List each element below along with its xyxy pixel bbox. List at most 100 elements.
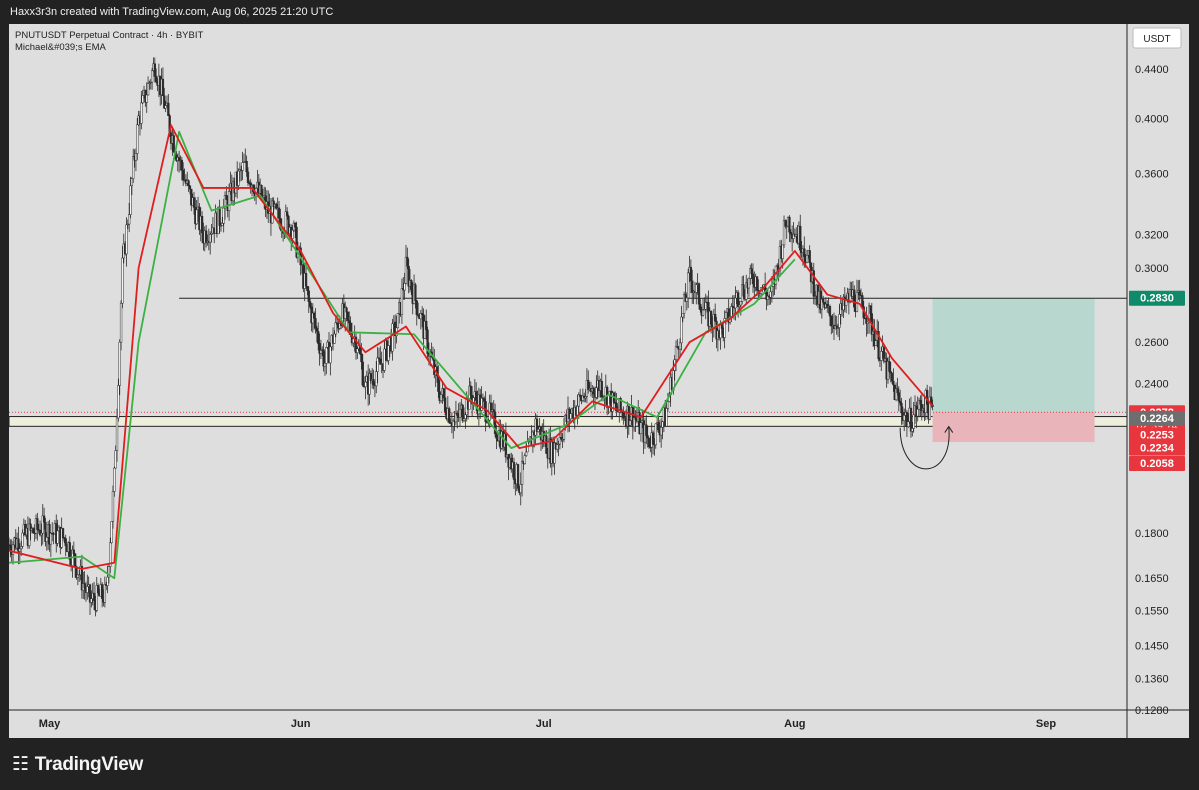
candle-630 (858, 279, 861, 302)
price-tag[interactable]: 0.2264 (1129, 410, 1185, 426)
price-tag[interactable]: 0.2253 (1129, 427, 1185, 443)
candle-404 (553, 436, 556, 475)
candle-329 (452, 418, 455, 439)
y-tick-label: 0.1360 (1135, 674, 1169, 686)
candle-229 (317, 322, 320, 351)
candle-66 (96, 583, 100, 596)
candle-250 (345, 306, 348, 322)
price-tag-value: 0.2264 (1140, 413, 1175, 425)
candle-515 (703, 297, 706, 311)
y-tick-label: 0.2400 (1135, 379, 1169, 391)
candle-227 (314, 308, 317, 334)
candle-565 (770, 275, 774, 303)
candle-288 (396, 313, 400, 329)
candle-374 (512, 457, 516, 489)
candle-655 (892, 368, 895, 392)
candle-114 (161, 67, 165, 96)
candle-676 (920, 392, 923, 421)
candle-65 (95, 576, 98, 613)
price-tag-value: 0.2234 (1140, 443, 1175, 455)
candle-293 (403, 272, 406, 300)
candle-661 (900, 397, 903, 425)
candle-94 (134, 148, 138, 172)
bottom-bar: ☷ TradingView (0, 738, 1199, 790)
y-tick-label: 0.3200 (1135, 229, 1169, 241)
candle-118 (167, 94, 170, 116)
candle-146 (204, 224, 208, 248)
candle-488 (666, 392, 670, 412)
candle-175 (244, 148, 247, 163)
candle-103 (146, 76, 150, 96)
candle-593 (808, 245, 811, 268)
candle-226 (313, 311, 316, 330)
candle-91 (130, 176, 134, 196)
symbol-title[interactable]: PNUTUSDT Perpetual Contract · 4h · BYBIT (15, 30, 204, 41)
tradingview-logo[interactable]: ☷ TradingView (12, 753, 143, 776)
candle-660 (899, 389, 902, 406)
currency-badge[interactable]: USDT (1132, 27, 1182, 49)
y-tick-label: 0.1650 (1135, 573, 1169, 585)
candle-54 (80, 554, 84, 599)
candle-268 (369, 370, 373, 384)
candle-60 (88, 583, 92, 616)
candle-609 (830, 315, 833, 335)
candle-550 (750, 263, 753, 279)
candle-406 (556, 437, 559, 453)
candle-666 (907, 413, 910, 429)
candle-1 (9, 539, 12, 558)
x-tick-label: May (39, 718, 61, 730)
candle-377 (516, 463, 520, 491)
stop-loss-zone[interactable] (932, 412, 1095, 443)
candle-359 (492, 400, 495, 425)
price-tag[interactable]: 0.2234 (1129, 440, 1185, 456)
candle-61 (90, 590, 93, 608)
drawings-layer (899, 425, 954, 470)
price-axis[interactable] (1127, 24, 1189, 738)
profit-target-zone[interactable] (932, 298, 1095, 413)
candle-524 (715, 317, 718, 349)
candle-602 (820, 287, 823, 319)
candle-410 (561, 432, 564, 449)
candle-275 (379, 346, 382, 365)
indicator-title[interactable]: Michael&#039;s EMA (15, 42, 106, 53)
candle-128 (180, 156, 183, 181)
candle-262 (361, 353, 364, 387)
candle-479 (654, 423, 657, 449)
candle-212 (294, 222, 297, 238)
candle-242 (334, 316, 337, 338)
price-tag[interactable]: 0.2830 (1129, 290, 1185, 306)
candle-323 (443, 386, 447, 416)
candle-108 (153, 57, 156, 83)
candle-474 (647, 437, 651, 449)
chart-frame[interactable]: USDT 0.1280 0.1360 0.1450 0.1550 0.1650 0.1800… (9, 24, 1189, 738)
candle-82 (118, 339, 121, 396)
ema-fast-line[interactable] (9, 124, 934, 570)
candle-337 (462, 407, 466, 423)
candle-342 (469, 381, 472, 403)
candle-544 (742, 275, 745, 300)
candle-267 (368, 368, 371, 405)
curved-arrow-annotation[interactable] (899, 426, 950, 470)
y-tick-label: 0.1280 (1135, 705, 1169, 717)
candle-578 (788, 215, 791, 243)
candle-326 (448, 406, 451, 424)
candle-264 (364, 375, 367, 400)
candle-498 (680, 305, 683, 351)
candle-150 (210, 223, 213, 243)
candle-435 (595, 375, 598, 400)
x-tick-label: Jun (291, 718, 311, 730)
candle-522 (712, 308, 715, 338)
price-chart[interactable]: USDT 0.1280 0.1360 0.1450 0.1550 0.1650 0.1800… (9, 24, 1189, 738)
candle-327 (449, 418, 452, 425)
candle-41 (63, 536, 66, 544)
candle-361 (495, 424, 498, 450)
ema-slow-line[interactable] (9, 130, 796, 580)
candle-568 (774, 265, 778, 290)
candle-463 (633, 407, 636, 432)
axes-layer: USDT 0.1280 0.1360 0.1450 0.1550 0.1650 0.1800… (9, 24, 1189, 738)
candle-135 (190, 188, 193, 212)
candle-177 (246, 167, 250, 187)
candle-89 (128, 202, 131, 233)
price-tag[interactable]: 0.2058 (1129, 456, 1185, 472)
candle-444 (607, 394, 610, 415)
